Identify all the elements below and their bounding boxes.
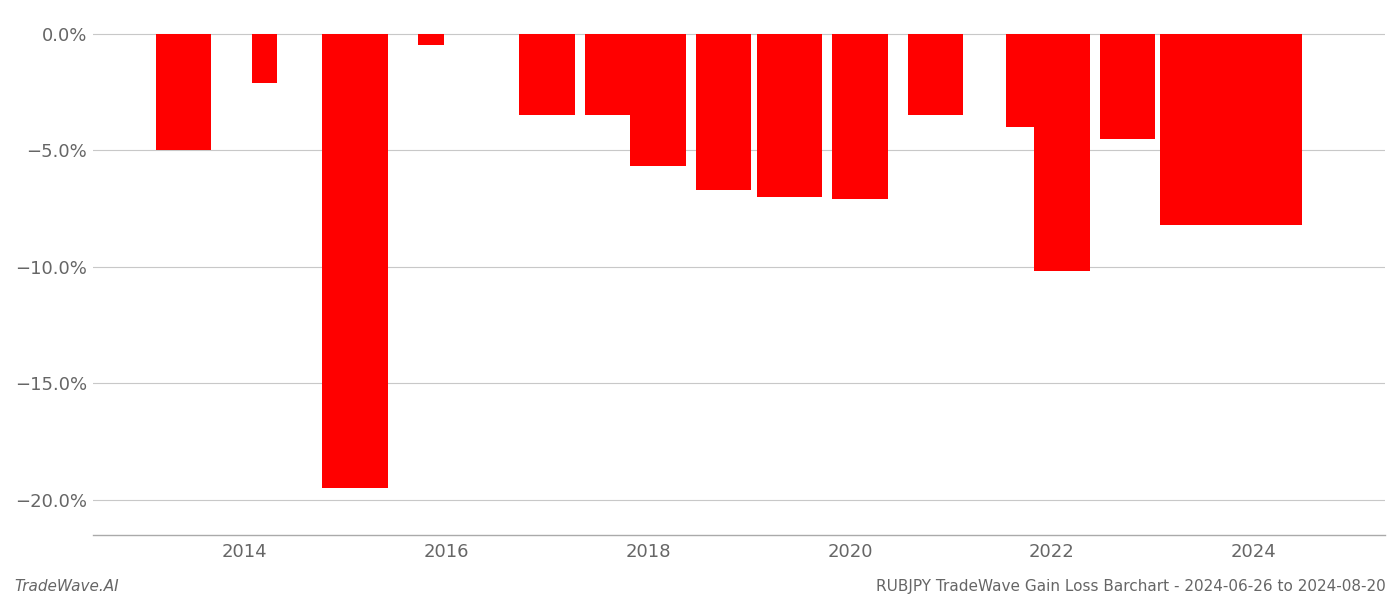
Bar [419, 34, 444, 45]
Bar [252, 34, 277, 83]
Bar [155, 34, 211, 150]
Text: RUBJPY TradeWave Gain Loss Barchart - 2024-06-26 to 2024-08-20: RUBJPY TradeWave Gain Loss Barchart - 20… [876, 579, 1386, 594]
Bar [1007, 34, 1036, 127]
Bar [1161, 34, 1226, 225]
Bar [630, 34, 686, 166]
Bar [1035, 34, 1089, 271]
Bar [696, 34, 752, 190]
Bar [322, 34, 388, 488]
Bar [585, 34, 640, 115]
Bar [832, 34, 888, 199]
Bar [519, 34, 575, 115]
Bar [1100, 34, 1155, 139]
Text: TradeWave.AI: TradeWave.AI [14, 579, 119, 594]
Bar [909, 34, 963, 115]
Bar [1226, 34, 1302, 225]
Bar [756, 34, 822, 197]
